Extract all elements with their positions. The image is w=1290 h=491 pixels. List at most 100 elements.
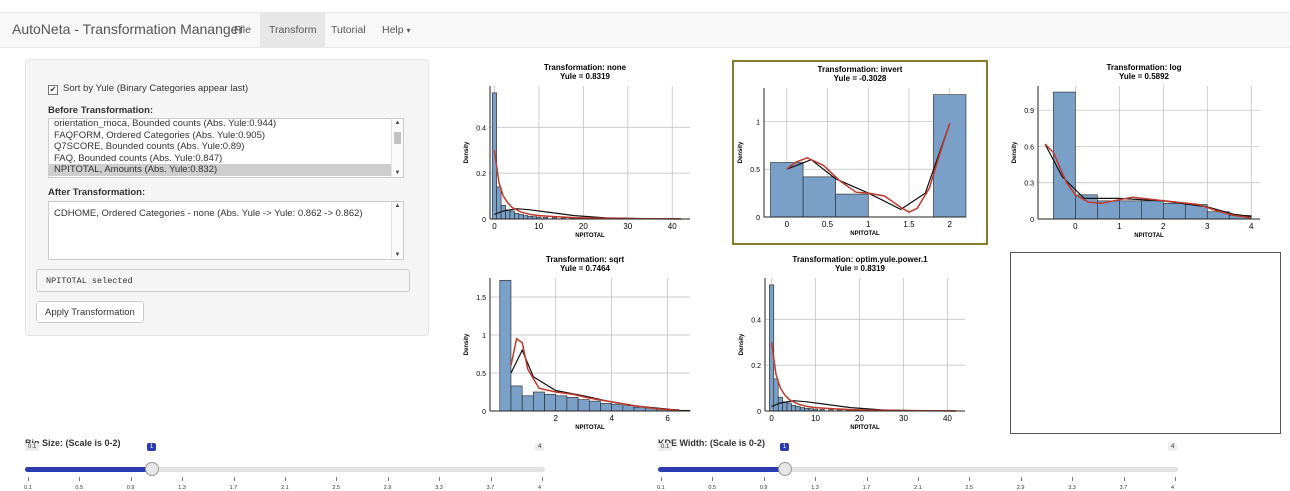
app-brand[interactable]: AutoNeta - Transformation Mananger	[12, 21, 243, 37]
navbar: AutoNeta - Transformation Mananger File …	[0, 12, 1290, 48]
scroll-up-icon[interactable]: ▲	[392, 120, 403, 126]
control-panel: ✔Sort by Yule (Binary Categories appear …	[25, 59, 429, 336]
slider-tick-mark	[234, 477, 235, 481]
slider-tick-label: 2.9	[384, 485, 392, 491]
slider-min-label: 0.1	[25, 443, 39, 451]
chart-title: Transformation: invert	[818, 65, 903, 74]
x-axis-label: NPITOTAL	[1134, 233, 1164, 239]
slider-tick-mark	[491, 477, 492, 481]
histogram-bar	[545, 394, 556, 411]
y-tick-label: 0	[756, 215, 760, 222]
histogram-bar	[791, 405, 795, 411]
y-tick-label: 0	[482, 217, 486, 224]
y-axis-label: Density	[464, 333, 470, 355]
histogram-bar	[497, 187, 501, 219]
histogram-bar	[500, 280, 511, 411]
slider-max-label: 4	[535, 443, 544, 451]
slider-tick-label: 0.5	[708, 485, 716, 491]
y-tick-label: 0.6	[1024, 144, 1034, 151]
slider-handle[interactable]	[778, 462, 792, 476]
y-tick-label: 1.5	[476, 295, 486, 302]
histogram-bar	[612, 404, 623, 411]
nav-help[interactable]: Help ▾	[373, 13, 420, 47]
slider-tick-mark	[1124, 477, 1125, 481]
y-tick-label: 1	[482, 333, 486, 340]
histogram-bar	[533, 392, 544, 411]
slider-tick-label: 0.1	[657, 485, 665, 491]
x-tick-label: 0	[785, 220, 790, 229]
x-axis-label: NPITOTAL	[850, 425, 880, 431]
histogram-bar	[511, 386, 522, 411]
before-transformation-label: Before Transformation:	[48, 105, 153, 116]
nav-file[interactable]: File	[225, 13, 260, 47]
y-tick-label: 0.2	[751, 363, 761, 370]
slider-tick-mark	[969, 477, 970, 481]
chart-subtitle: Yule = -0.3028	[834, 74, 887, 83]
x-tick-label: 30	[899, 414, 908, 423]
slider-tick-mark	[918, 477, 919, 481]
x-tick-label: 20	[855, 414, 864, 423]
slider-tick-label: 0.5	[75, 485, 83, 491]
list-item[interactable]: FAQ, Bounded counts (Abs. Yule:0.847)	[49, 153, 403, 165]
x-tick-label: 4	[609, 414, 614, 423]
slider-value-label: 1	[147, 443, 156, 451]
x-tick-label: 1.5	[903, 220, 915, 229]
nav-tutorial[interactable]: Tutorial	[322, 13, 375, 47]
chart-title: Transformation: log	[1106, 63, 1181, 72]
slider-tick-label: 0.1	[24, 485, 32, 491]
histogram-bar	[796, 406, 800, 411]
scroll-down-icon[interactable]: ▼	[392, 252, 403, 258]
slider-tick-mark	[388, 477, 389, 481]
chart-title: Transformation: sqrt	[546, 255, 625, 264]
histogram-bar	[783, 402, 787, 411]
list-item[interactable]: Q7SCORE, Bounded counts (Abs. Yule:0.89)	[49, 141, 403, 153]
before-transformation-select[interactable]: orientation_moca, Bounded counts (Abs. Y…	[48, 118, 404, 178]
histogram-bar	[1053, 92, 1075, 219]
x-tick-label: 0	[769, 414, 774, 423]
histogram-bar	[506, 210, 510, 219]
checkbox-checked-icon[interactable]: ✔	[48, 85, 58, 95]
y-tick-label: 1	[756, 119, 760, 126]
x-tick-label: 3	[1205, 222, 1210, 231]
scroll-down-icon[interactable]: ▼	[392, 170, 403, 176]
y-tick-label: 0.5	[750, 167, 760, 174]
slider-tick-label: 1.7	[863, 485, 871, 491]
slider-tick-mark	[28, 477, 29, 481]
x-tick-label: 30	[623, 222, 632, 231]
slider-tick-mark	[336, 477, 337, 481]
slider-tick-mark	[1072, 477, 1073, 481]
nav-transform[interactable]: Transform	[260, 13, 325, 47]
histogram-bar	[510, 211, 514, 219]
list-item-selected[interactable]: NPITOTAL, Amounts (Abs. Yule:0.832)	[49, 164, 403, 176]
slider-tick-mark	[285, 477, 286, 481]
slider-tick-label: 1.7	[230, 485, 238, 491]
slider-tick-mark	[661, 477, 662, 481]
slider-handle[interactable]	[145, 462, 159, 476]
histogram-bar	[514, 213, 518, 219]
list-item[interactable]: orientation_moca, Bounded counts (Abs. Y…	[49, 118, 403, 130]
listbox-scrollbar[interactable]: ▲ ▼	[391, 202, 403, 259]
apply-transformation-button[interactable]: Apply Transformation	[36, 301, 144, 323]
histogram-bar	[836, 194, 869, 217]
sort-by-yule-checkbox[interactable]: ✔Sort by Yule (Binary Categories appear …	[48, 83, 248, 95]
y-axis-label: Density	[739, 333, 745, 355]
scrollbar-thumb[interactable]	[394, 132, 401, 144]
list-item[interactable]: FAQFORM, Ordered Categories (Abs. Yule:0…	[49, 130, 403, 142]
listbox-scrollbar[interactable]: ▲ ▼	[391, 119, 403, 177]
x-tick-label: 1	[1117, 222, 1122, 231]
after-transformation-select[interactable]: CDHOME, Ordered Categories - none (Abs. …	[48, 201, 404, 260]
slider-value-label: 1	[780, 443, 789, 451]
x-tick-label: 4	[1249, 222, 1254, 231]
scroll-up-icon[interactable]: ▲	[392, 203, 403, 209]
list-item[interactable]: CDHOME, Ordered Categories - none (Abs. …	[49, 208, 403, 220]
x-tick-label: 0	[492, 222, 497, 231]
